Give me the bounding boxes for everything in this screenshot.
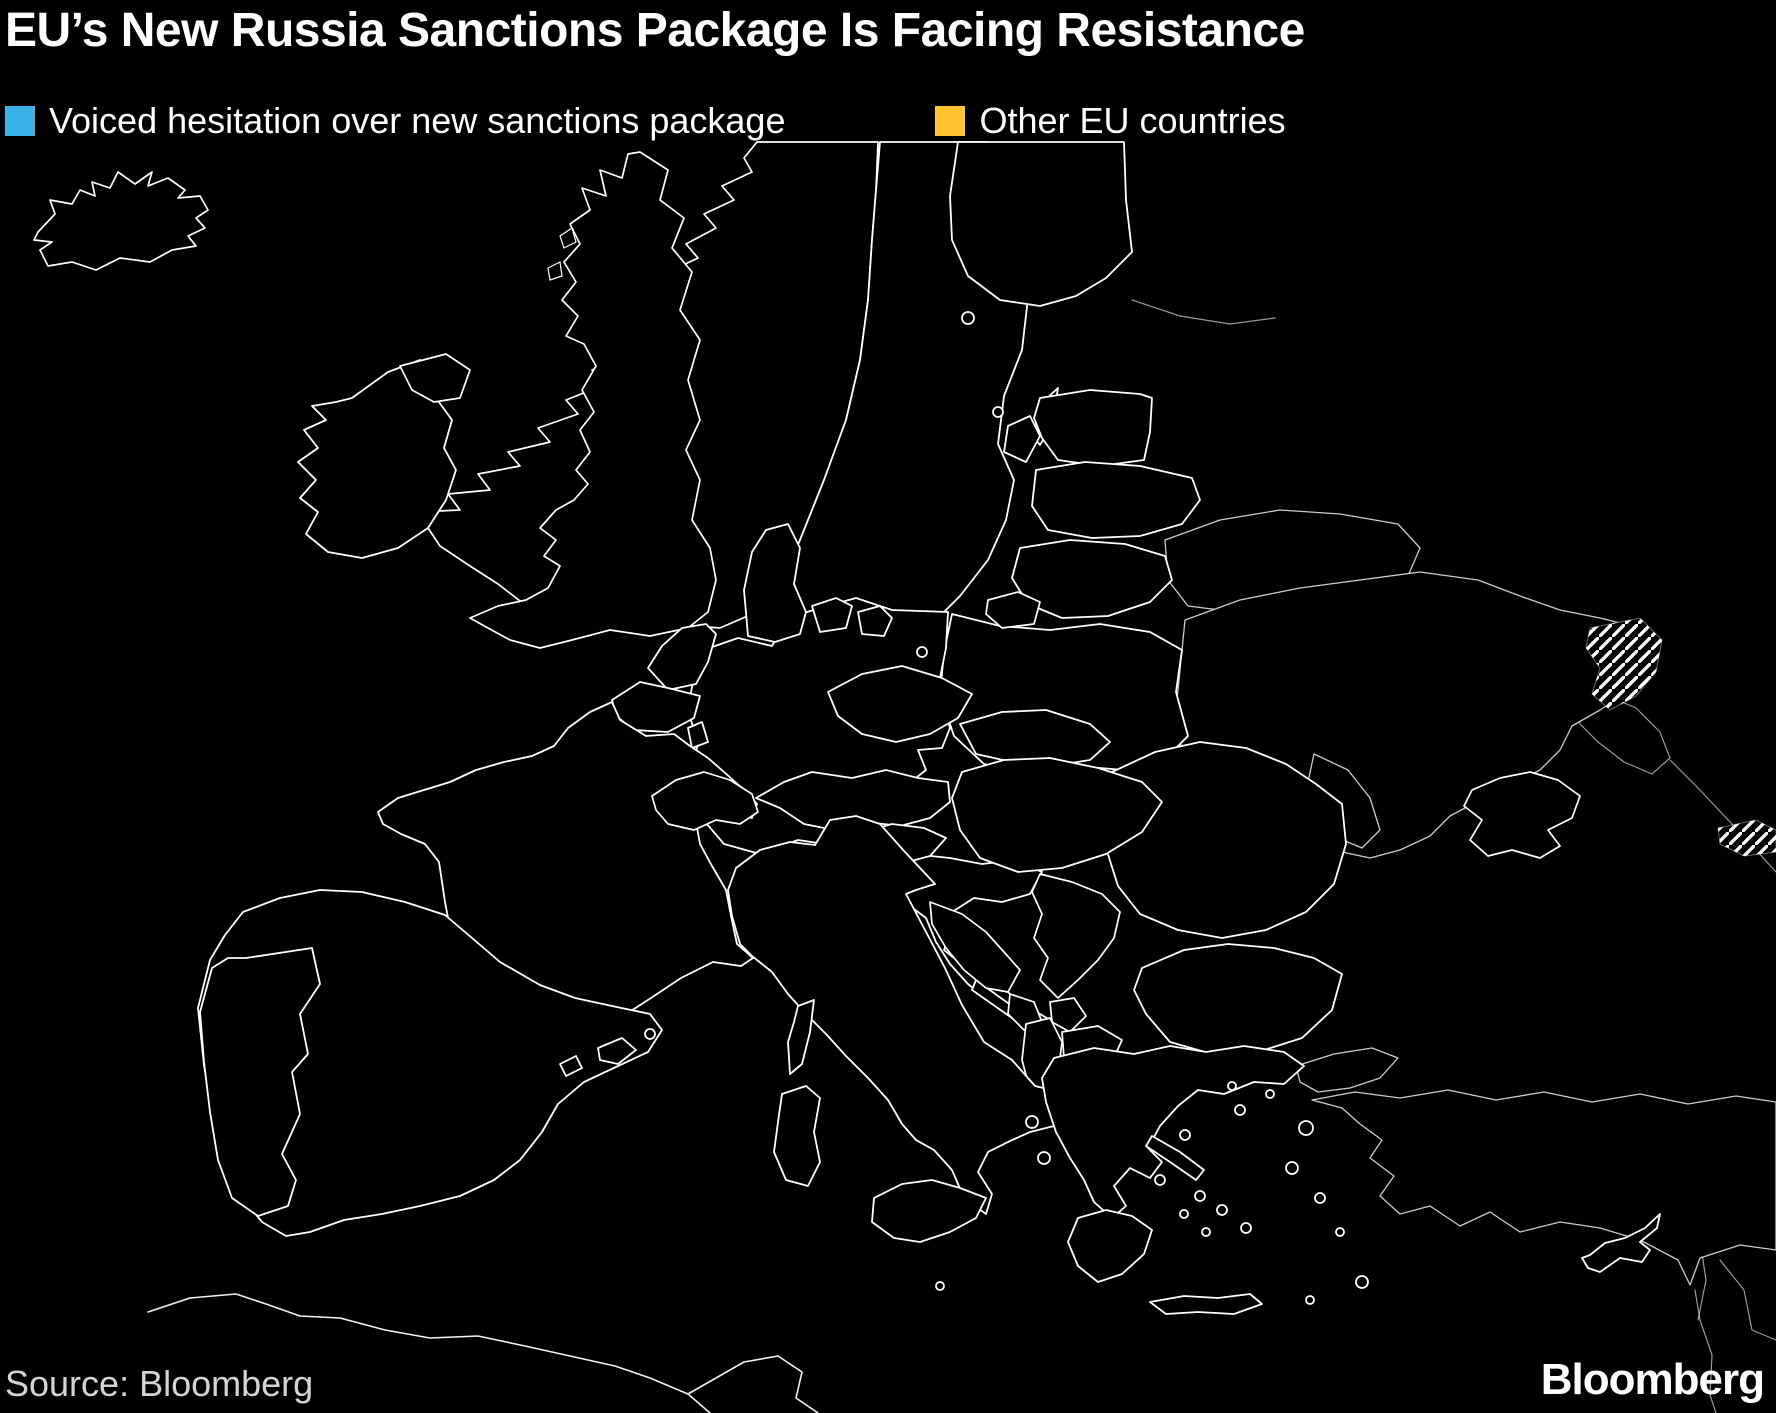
country-switzerland <box>651 771 759 831</box>
country-denmark <box>743 523 807 643</box>
region-crimea-hatched <box>1463 771 1581 859</box>
country-united-kingdom <box>469 151 717 649</box>
country-bulgaria <box>1133 943 1343 1055</box>
island-ibiza <box>559 1055 583 1077</box>
country-hungary <box>951 757 1163 873</box>
country-luxembourg <box>687 721 709 749</box>
island-sardinia <box>773 1085 821 1187</box>
country-kosovo <box>1049 997 1087 1033</box>
gulf-of-finland-east-coastline <box>1131 299 1276 325</box>
legend-item-hesitant: Voiced hesitation over new sanctions pac… <box>5 100 785 142</box>
island-aland <box>961 311 975 325</box>
hebrides-islet-2 <box>547 261 563 281</box>
country-malta <box>935 1281 945 1291</box>
country-italy <box>727 815 1083 1215</box>
country-finland <box>949 141 1133 307</box>
chart-header: EU’s New Russia Sanctions Package Is Fac… <box>5 0 1305 62</box>
country-austria <box>755 769 951 831</box>
region-kaliningrad <box>985 591 1041 629</box>
country-bosnia <box>929 901 1021 993</box>
island-mallorca <box>597 1037 637 1065</box>
country-northern-ireland <box>399 353 471 403</box>
island-hiiumaa <box>992 406 1004 418</box>
island-corsica <box>787 999 815 1075</box>
legend: Voiced hesitation over new sanctions pac… <box>5 100 1286 142</box>
aegean-ionian-islands <box>1025 1081 1369 1305</box>
country-greece <box>1041 1045 1305 1219</box>
hebrides-islet <box>559 227 577 249</box>
tunisia-coastline <box>687 1355 819 1413</box>
region-eastern-ukraine-hatched <box>1585 617 1663 711</box>
bloomberg-logo: Bloomberg <box>1540 1355 1765 1404</box>
country-iceland <box>33 171 209 271</box>
legend-label-other-eu: Other EU countries <box>979 100 1286 141</box>
island-zealand <box>857 605 893 637</box>
island-bornholm <box>916 646 928 658</box>
country-cyprus <box>1581 1213 1661 1273</box>
island-funen <box>811 597 853 633</box>
island-euboea <box>1145 1135 1205 1181</box>
region-abkhazia-hatched <box>1717 819 1776 857</box>
region-peloponnese <box>1067 1209 1153 1283</box>
country-czechia <box>827 665 973 743</box>
legend-item-other-eu: Other EU countries <box>935 100 1286 142</box>
country-turkey-thrace <box>1295 1047 1399 1093</box>
source-note: Source: Bloomberg <box>5 1363 314 1404</box>
country-slovakia <box>959 709 1111 767</box>
country-estonia <box>1033 389 1153 467</box>
legend-swatch-yellow <box>935 106 966 136</box>
island-sicily <box>871 1179 987 1243</box>
country-turkey-anatolia <box>1311 1089 1776 1286</box>
country-romania <box>1103 741 1347 939</box>
country-netherlands <box>647 623 717 691</box>
island-saaremaa <box>1003 415 1041 463</box>
country-latvia <box>1031 461 1201 539</box>
country-serbia <box>1031 873 1121 999</box>
island-crete <box>1149 1293 1263 1315</box>
levant-coastline <box>1694 1289 1717 1413</box>
north-africa-coastline <box>147 1293 711 1413</box>
legend-swatch-blue <box>5 106 35 136</box>
black-sea-east-coastline <box>1669 759 1776 873</box>
island-menorca <box>644 1028 656 1040</box>
country-portugal <box>199 947 321 1217</box>
legend-label-hesitant: Voiced hesitation over new sanctions pac… <box>49 100 786 141</box>
chart-title: EU’s New Russia Sanctions Package Is Fac… <box>5 4 1305 57</box>
